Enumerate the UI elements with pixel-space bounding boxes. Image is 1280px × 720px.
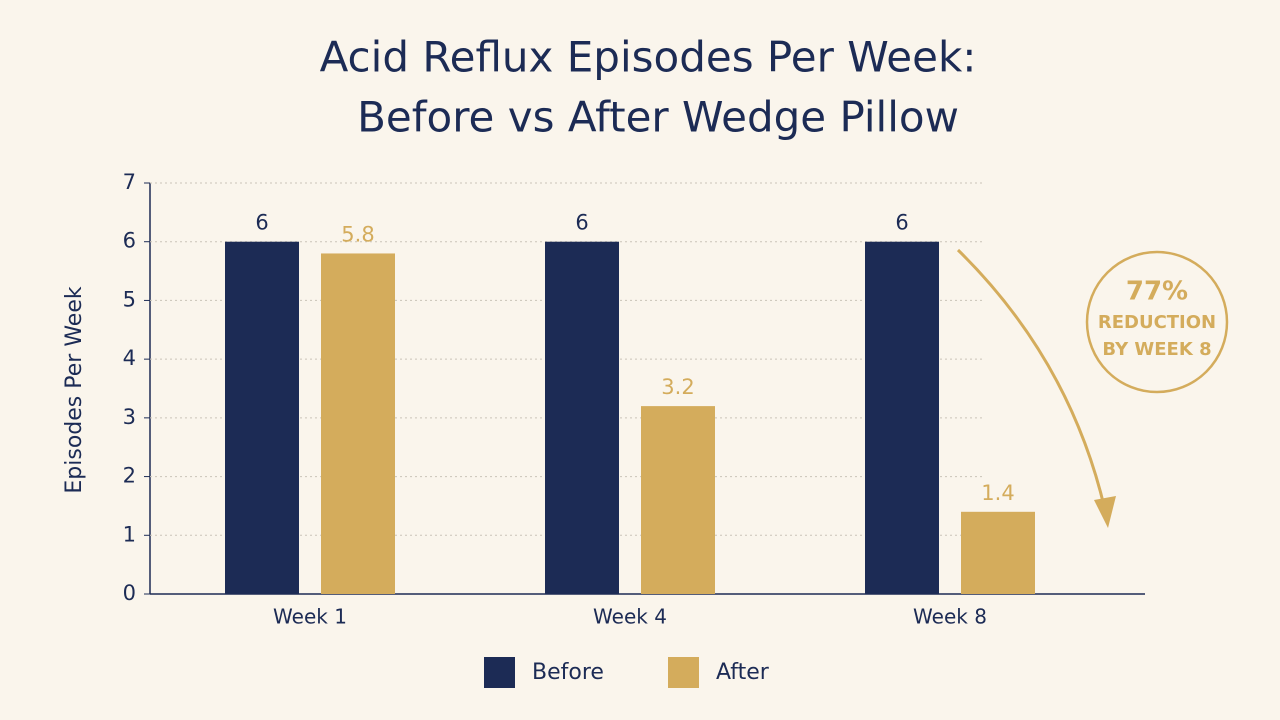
- legend-label: Before: [532, 660, 604, 685]
- bar: [321, 253, 395, 594]
- annotation: BY WEEK 8: [1102, 339, 1211, 360]
- annotation: 77%: [1126, 277, 1188, 307]
- bar: [961, 511, 1035, 594]
- y-tick-label: 3: [123, 405, 136, 429]
- chart-title: Before vs After Wedge Pillow: [357, 93, 959, 142]
- value-label: 5.8: [341, 222, 374, 246]
- annotation-arrow: [956, 248, 1107, 511]
- bar: [545, 241, 619, 594]
- y-tick-label: 7: [123, 170, 136, 194]
- value-label: 3.2: [661, 375, 694, 399]
- y-tick-label: 0: [123, 581, 136, 605]
- chart-title: Acid Reflux Episodes Per Week:: [320, 33, 977, 82]
- legend-swatch: [484, 657, 515, 688]
- bar: [865, 241, 939, 594]
- value-label: 6: [895, 211, 908, 235]
- y-axis-label: Episodes Per Week: [62, 286, 87, 493]
- y-tick-label: 5: [123, 287, 136, 311]
- annotation: REDUCTION: [1098, 312, 1216, 333]
- legend-label: After: [716, 660, 770, 685]
- y-tick-label: 4: [123, 346, 136, 370]
- y-tick-label: 1: [123, 522, 136, 546]
- annotation-circle: [1085, 250, 1229, 394]
- y-tick-label: 2: [123, 464, 136, 488]
- y-tick-label: 6: [123, 229, 136, 253]
- bar: [641, 406, 715, 594]
- legend-swatch: [668, 657, 699, 688]
- x-tick-label: Week 4: [593, 605, 667, 629]
- bar: [225, 241, 299, 594]
- x-tick-label: Week 1: [273, 605, 347, 629]
- value-label: 1.4: [981, 481, 1014, 505]
- value-label: 6: [575, 211, 588, 235]
- value-label: 6: [255, 211, 268, 235]
- arrow-head: [1094, 496, 1116, 528]
- x-tick-label: Week 8: [913, 605, 987, 629]
